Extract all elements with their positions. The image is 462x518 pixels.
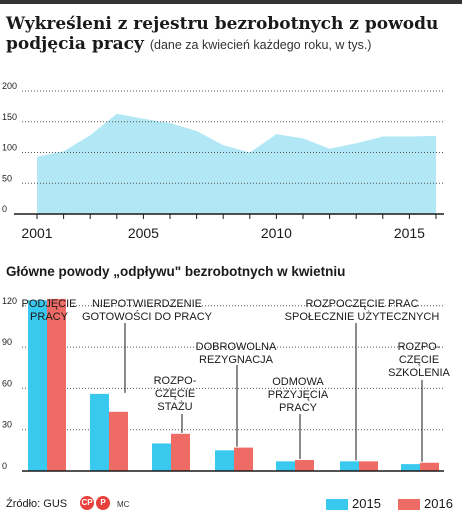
bar-2015 — [152, 443, 171, 471]
bar-2016 — [359, 461, 378, 471]
area-series — [37, 113, 436, 214]
area-y-tick-label: 150 — [2, 112, 17, 122]
legend-label-2015: 2015 — [352, 496, 381, 511]
legend-swatch-2015 — [326, 499, 348, 510]
bar-category-label-line: CZĘCIE — [399, 354, 439, 366]
bar-category-label-line: PRACY — [279, 402, 318, 414]
bar-2016 — [47, 298, 66, 471]
bar-y-tick-label: 0 — [2, 461, 7, 471]
bar-chart-title: Główne powody „odpływu" bezrobotnych w k… — [6, 264, 346, 279]
bar-2016 — [234, 447, 253, 471]
area-x-tick-label: 2015 — [394, 225, 425, 241]
title-line2: podjęcia pracy — [6, 34, 144, 54]
cp-logo-icon: CP — [80, 496, 94, 510]
chart-subtitle: (dane za kwiecień każdego roku, w tys.) — [149, 38, 372, 52]
bar-category-label-line: SZKOLENIA — [388, 367, 450, 379]
legend-label-2016: 2016 — [424, 496, 453, 511]
author-initials: MC — [117, 500, 130, 509]
area-x-tick-label: 2005 — [128, 225, 159, 241]
bar-category-label: PODJĘCIE PRACY — [21, 298, 76, 323]
bar-category-label-line: NIEPOTWIERDZENIE — [92, 298, 202, 310]
bar-2015 — [276, 461, 295, 471]
bar-y-tick-label: 30 — [2, 420, 12, 430]
bar-category-label-line: CZĘCIE — [155, 388, 195, 400]
bar-category-label-line: REZYGNACJA — [199, 354, 274, 366]
bar-category-label-line: DOBROWOLNA — [196, 341, 277, 353]
bar-category-label-line: PODJĘCIE — [21, 298, 76, 310]
bar-category-label: ROZPO-CZĘCIE SZKOLENIA — [388, 341, 450, 379]
bar-2015 — [28, 300, 47, 471]
chart-title: Wykreśleni z rejestru bezrobotnych z pow… — [6, 14, 456, 55]
bar-category-label-line: ROZPO- — [154, 375, 197, 387]
p-logo-icon: P — [96, 496, 110, 510]
bar-category-label: ODMOWA PRZYJĘCIA PRACY — [268, 376, 329, 414]
bar-2015 — [340, 461, 359, 471]
bar-2016 — [420, 462, 439, 471]
bar-2015 — [90, 393, 109, 471]
bar-category-label: NIEPOTWIERDZENIE GOTOWOŚCI DO PRACY — [82, 298, 213, 323]
area-y-tick-label: 100 — [2, 143, 17, 153]
area-x-tick-label: 2001 — [21, 225, 52, 241]
legend-swatch-2016 — [398, 499, 420, 510]
bar-category-label-line: ROZPO- — [398, 341, 441, 353]
area-y-tick-label: 200 — [2, 81, 17, 91]
bar-category-label-line: ROZPOCZĘCIE PRAC — [305, 298, 418, 310]
bar-category-label: DOBROWOLNA REZYGNACJA — [196, 341, 277, 366]
area-y-tick-label: 50 — [2, 173, 12, 183]
area-y-tick-label: 0 — [2, 204, 7, 214]
bar-category-label-line: STAŻU — [157, 400, 192, 413]
bar-category-label-line: PRZYJĘCIA — [268, 389, 329, 401]
bar-y-tick-label: 120 — [2, 296, 17, 306]
area-x-tick-label: 2010 — [261, 225, 292, 241]
bar-2015 — [215, 450, 234, 471]
bar-y-tick-label: 90 — [2, 337, 12, 347]
title-line1: Wykreśleni z rejestru bezrobotnych z pow… — [6, 14, 439, 34]
source-note: Źródło: GUS — [6, 498, 68, 510]
bar-category-label: ROZPOCZĘCIE PRAC SPOŁECZNIE UŻYTECZNYCH — [285, 298, 440, 323]
top-rule — [0, 0, 462, 4]
bar-2016 — [295, 459, 314, 471]
bar-category-label-line: SPOŁECZNIE UŻYTECZNYCH — [285, 310, 440, 323]
bar-category-label-line: ODMOWA — [272, 376, 324, 388]
area-chart: 0 50 100 150 200 2001 2005 2010 2015 — [2, 81, 444, 241]
bar-category-label: ROZPO-CZĘCIE STAŻU — [154, 375, 197, 413]
bar-category-label-line: GOTOWOŚCI DO PRACY — [82, 310, 213, 323]
bar-2016 — [109, 411, 128, 471]
bar-2015 — [401, 464, 420, 471]
bar-2016 — [171, 433, 190, 471]
bar-category-label-line: PRACY — [30, 311, 69, 323]
bar-y-tick-label: 60 — [2, 378, 12, 388]
